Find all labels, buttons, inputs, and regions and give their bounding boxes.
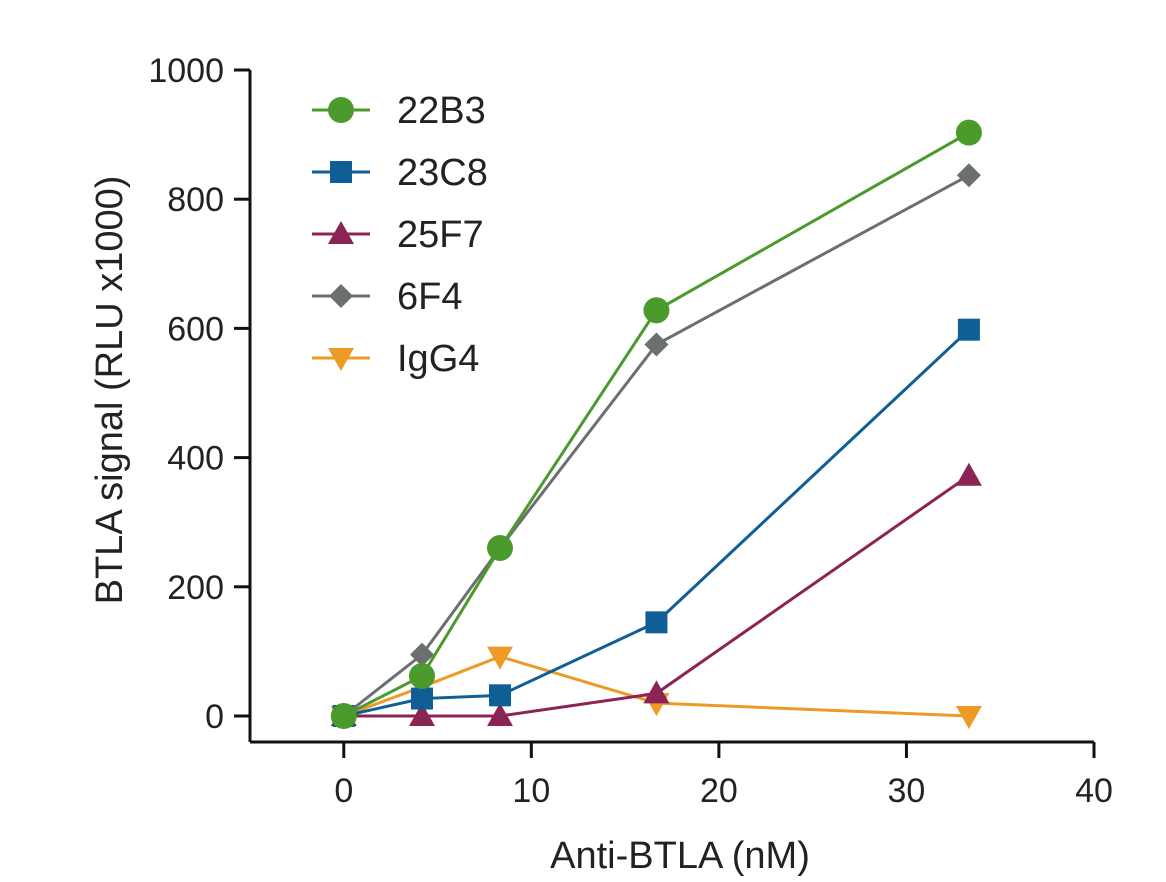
y-tick-label: 400 [167,440,224,478]
data-point [643,680,670,704]
x-axis-title: Anti-BTLA (nM) [550,835,810,877]
data-point [489,684,512,707]
x-tick-label: 0 [334,772,353,810]
data-point [955,462,982,486]
legend-marker [330,161,352,183]
data-point [487,535,514,562]
series-line [342,173,970,718]
legend-item: IgG4 [312,338,479,380]
legend-label: 6F4 [397,276,462,318]
x-tick-label: 20 [700,772,738,810]
legend-item: 25F7 [312,214,484,256]
legend: 22B3 23C8 25F7 6F4 IgG4 [312,90,488,380]
data-point [957,318,980,341]
legend-marker [328,221,354,244]
data-point [644,332,669,357]
data-point [409,642,434,667]
legend-item: 23C8 [312,152,488,194]
x-tick-label: 10 [512,772,550,810]
series-layer [330,119,982,729]
legend-marker [328,97,354,123]
series-22b3 [330,119,982,729]
y-tick-label: 200 [167,569,224,607]
x-tick-label: 30 [888,772,926,810]
legend-label: 23C8 [397,152,488,194]
data-point [408,703,435,726]
data-point [643,297,670,324]
axes [248,70,1094,744]
x-ticks: 0 10 20 30 40 [334,742,1113,810]
data-point [955,706,982,729]
data-point [645,611,668,634]
data-point [487,646,514,670]
legend-label: 22B3 [397,90,486,132]
y-axis-title: BTLA signal (RLU x1000) [89,176,131,605]
y-ticks: 0 200 400 600 800 1000 [148,52,250,736]
legend-marker [329,284,353,308]
data-point [956,163,981,188]
legend-item: 22B3 [312,90,486,132]
legend-marker [328,348,354,371]
y-tick-label: 0 [205,698,224,736]
x-tick-label: 40 [1075,772,1113,810]
data-point [955,119,982,146]
y-tick-label: 600 [167,310,224,348]
series-line [343,328,970,718]
y-tick-label: 800 [167,181,224,219]
data-point [487,703,514,726]
legend-item: 6F4 [312,276,462,318]
data-point [408,662,435,689]
data-point [330,703,357,729]
data-point [410,687,433,710]
legend-label: 25F7 [397,214,484,256]
y-tick-label: 1000 [148,52,224,90]
legend-label: IgG4 [397,338,479,380]
